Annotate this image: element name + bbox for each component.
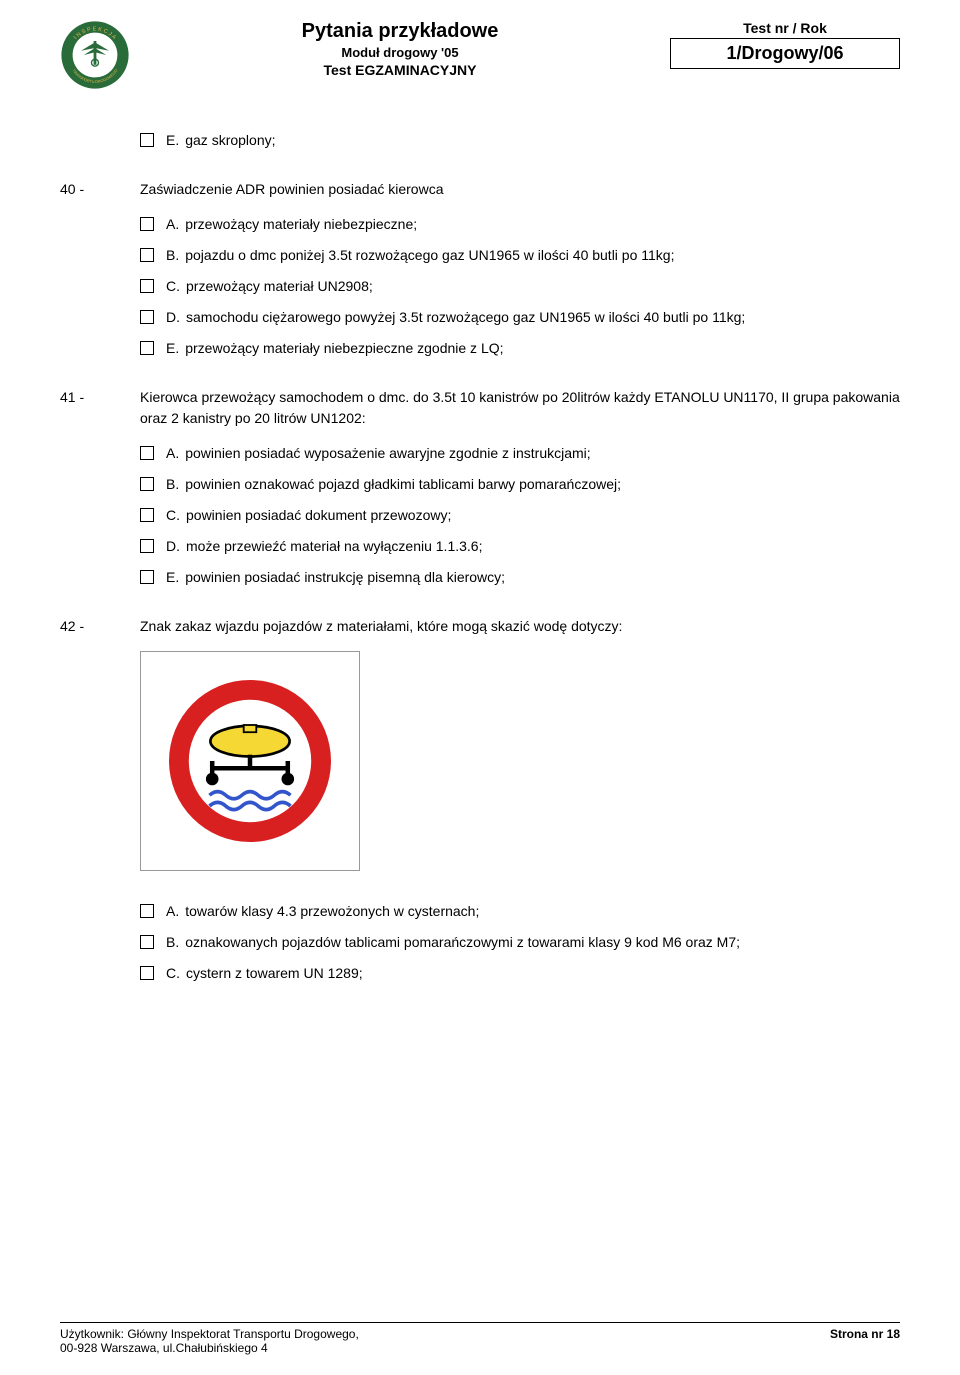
test-number-box: 1/Drogowy/06 <box>670 38 900 69</box>
header-center: Pytania przykładowe Moduł drogowy '05 Te… <box>150 20 650 78</box>
option-text: towarów klasy 4.3 przewożonych w cystern… <box>185 901 900 922</box>
checkbox-icon[interactable] <box>140 446 154 460</box>
option-row: B. pojazdu o dmc poniżej 3.5t rozwożąceg… <box>140 245 900 266</box>
options-q40: A. przewożący materiały niebezpieczne; B… <box>140 214 900 359</box>
header-right: Test nr / Rok 1/Drogowy/06 <box>670 20 900 69</box>
option-letter: B. <box>166 932 179 953</box>
checkbox-icon[interactable] <box>140 966 154 980</box>
checkbox-icon[interactable] <box>140 341 154 355</box>
checkbox-icon[interactable] <box>140 217 154 231</box>
leading-options: E. gaz skroplony; <box>140 130 900 151</box>
question-number: 41 - <box>60 387 140 429</box>
question-text: Znak zakaz wjazdu pojazdów z materiałami… <box>140 616 900 637</box>
option-letter: A. <box>166 214 179 235</box>
header-title-main: Pytania przykładowe <box>150 20 650 43</box>
option-text: cystern z towarem UN 1289; <box>186 963 900 984</box>
option-text: powinien oznakować pojazd gładkimi tabli… <box>185 474 900 495</box>
question-text: Zaświadczenie ADR powinien posiadać kier… <box>140 179 900 200</box>
question-text: Kierowca przewożący samochodem o dmc. do… <box>140 387 900 429</box>
checkbox-icon[interactable] <box>140 904 154 918</box>
checkbox-icon[interactable] <box>140 508 154 522</box>
checkbox-icon[interactable] <box>140 539 154 553</box>
header-title-sub1: Moduł drogowy '05 <box>150 45 650 60</box>
option-row: D. może przewieźć materiał na wyłączeniu… <box>140 536 900 557</box>
footer-page-number: Strona nr 18 <box>830 1327 900 1355</box>
page-header: I N S P E K C J A TRANSPORTU DROGOWEGO P… <box>60 20 900 90</box>
option-text: powinien posiadać wyposażenie awaryjne z… <box>185 443 900 464</box>
option-letter: B. <box>166 245 179 266</box>
option-text: przewożący materiały niebezpieczne zgodn… <box>185 338 900 359</box>
options-q41: A. powinien posiadać wyposażenie awaryjn… <box>140 443 900 588</box>
content: E. gaz skroplony; 40 - Zaświadczenie ADR… <box>60 130 900 984</box>
option-row: B. powinien oznakować pojazd gładkimi ta… <box>140 474 900 495</box>
option-text: oznakowanych pojazdów tablicami pomarańc… <box>185 932 900 953</box>
question-number: 40 - <box>60 179 140 200</box>
agency-logo: I N S P E K C J A TRANSPORTU DROGOWEGO <box>60 20 130 90</box>
option-row: E. powinien posiadać instrukcję pisemną … <box>140 567 900 588</box>
question-number: 42 - <box>60 616 140 637</box>
checkbox-icon[interactable] <box>140 935 154 949</box>
option-letter: D. <box>166 307 180 328</box>
option-row: A. towarów klasy 4.3 przewożonych w cyst… <box>140 901 900 922</box>
options-q42: A. towarów klasy 4.3 przewożonych w cyst… <box>140 901 900 984</box>
option-text: może przewieźć materiał na wyłączeniu 1.… <box>186 536 900 557</box>
option-row: A. przewożący materiały niebezpieczne; <box>140 214 900 235</box>
option-text: pojazdu o dmc poniżej 3.5t rozwożącego g… <box>185 245 900 266</box>
checkbox-icon[interactable] <box>140 570 154 584</box>
question-40: 40 - Zaświadczenie ADR powinien posiadać… <box>60 179 900 200</box>
checkbox-icon[interactable] <box>140 248 154 262</box>
option-letter: C. <box>166 276 180 297</box>
traffic-sign-image <box>140 651 360 871</box>
option-row: E. gaz skroplony; <box>140 130 900 151</box>
option-text: przewożący materiały niebezpieczne; <box>185 214 900 235</box>
option-row: B. oznakowanych pojazdów tablicami pomar… <box>140 932 900 953</box>
checkbox-icon[interactable] <box>140 133 154 147</box>
option-row: C. powinien posiadać dokument przewozowy… <box>140 505 900 526</box>
question-41: 41 - Kierowca przewożący samochodem o dm… <box>60 387 900 429</box>
option-letter: B. <box>166 474 179 495</box>
option-letter: E. <box>166 130 179 151</box>
option-letter: E. <box>166 567 179 588</box>
checkbox-icon[interactable] <box>140 279 154 293</box>
option-letter: E. <box>166 338 179 359</box>
header-title-sub2: Test EGZAMINACYJNY <box>150 62 650 78</box>
footer-user-line2: 00-928 Warszawa, ul.Chałubińskiego 4 <box>60 1341 268 1355</box>
option-row: D. samochodu ciężarowego powyżej 3.5t ro… <box>140 307 900 328</box>
option-row: E. przewożący materiały niebezpieczne zg… <box>140 338 900 359</box>
option-text: powinien posiadać dokument przewozowy; <box>186 505 900 526</box>
option-letter: D. <box>166 536 180 557</box>
footer-user-line1: Użytkownik: Główny Inspektorat Transport… <box>60 1327 359 1341</box>
option-row: A. powinien posiadać wyposażenie awaryjn… <box>140 443 900 464</box>
question-42: 42 - Znak zakaz wjazdu pojazdów z materi… <box>60 616 900 637</box>
option-row: C. przewożący materiał UN2908; <box>140 276 900 297</box>
option-text: przewożący materiał UN2908; <box>186 276 900 297</box>
option-text: samochodu ciężarowego powyżej 3.5t rozwo… <box>186 307 900 328</box>
test-number-label: Test nr / Rok <box>670 20 900 36</box>
option-text: gaz skroplony; <box>185 130 900 151</box>
checkbox-icon[interactable] <box>140 477 154 491</box>
option-letter: A. <box>166 901 179 922</box>
option-letter: C. <box>166 963 180 984</box>
option-row: C. cystern z towarem UN 1289; <box>140 963 900 984</box>
footer-left: Użytkownik: Główny Inspektorat Transport… <box>60 1327 359 1355</box>
checkbox-icon[interactable] <box>140 310 154 324</box>
option-text: powinien posiadać instrukcję pisemną dla… <box>185 567 900 588</box>
option-letter: C. <box>166 505 180 526</box>
page-footer: Użytkownik: Główny Inspektorat Transport… <box>60 1322 900 1355</box>
option-letter: A. <box>166 443 179 464</box>
